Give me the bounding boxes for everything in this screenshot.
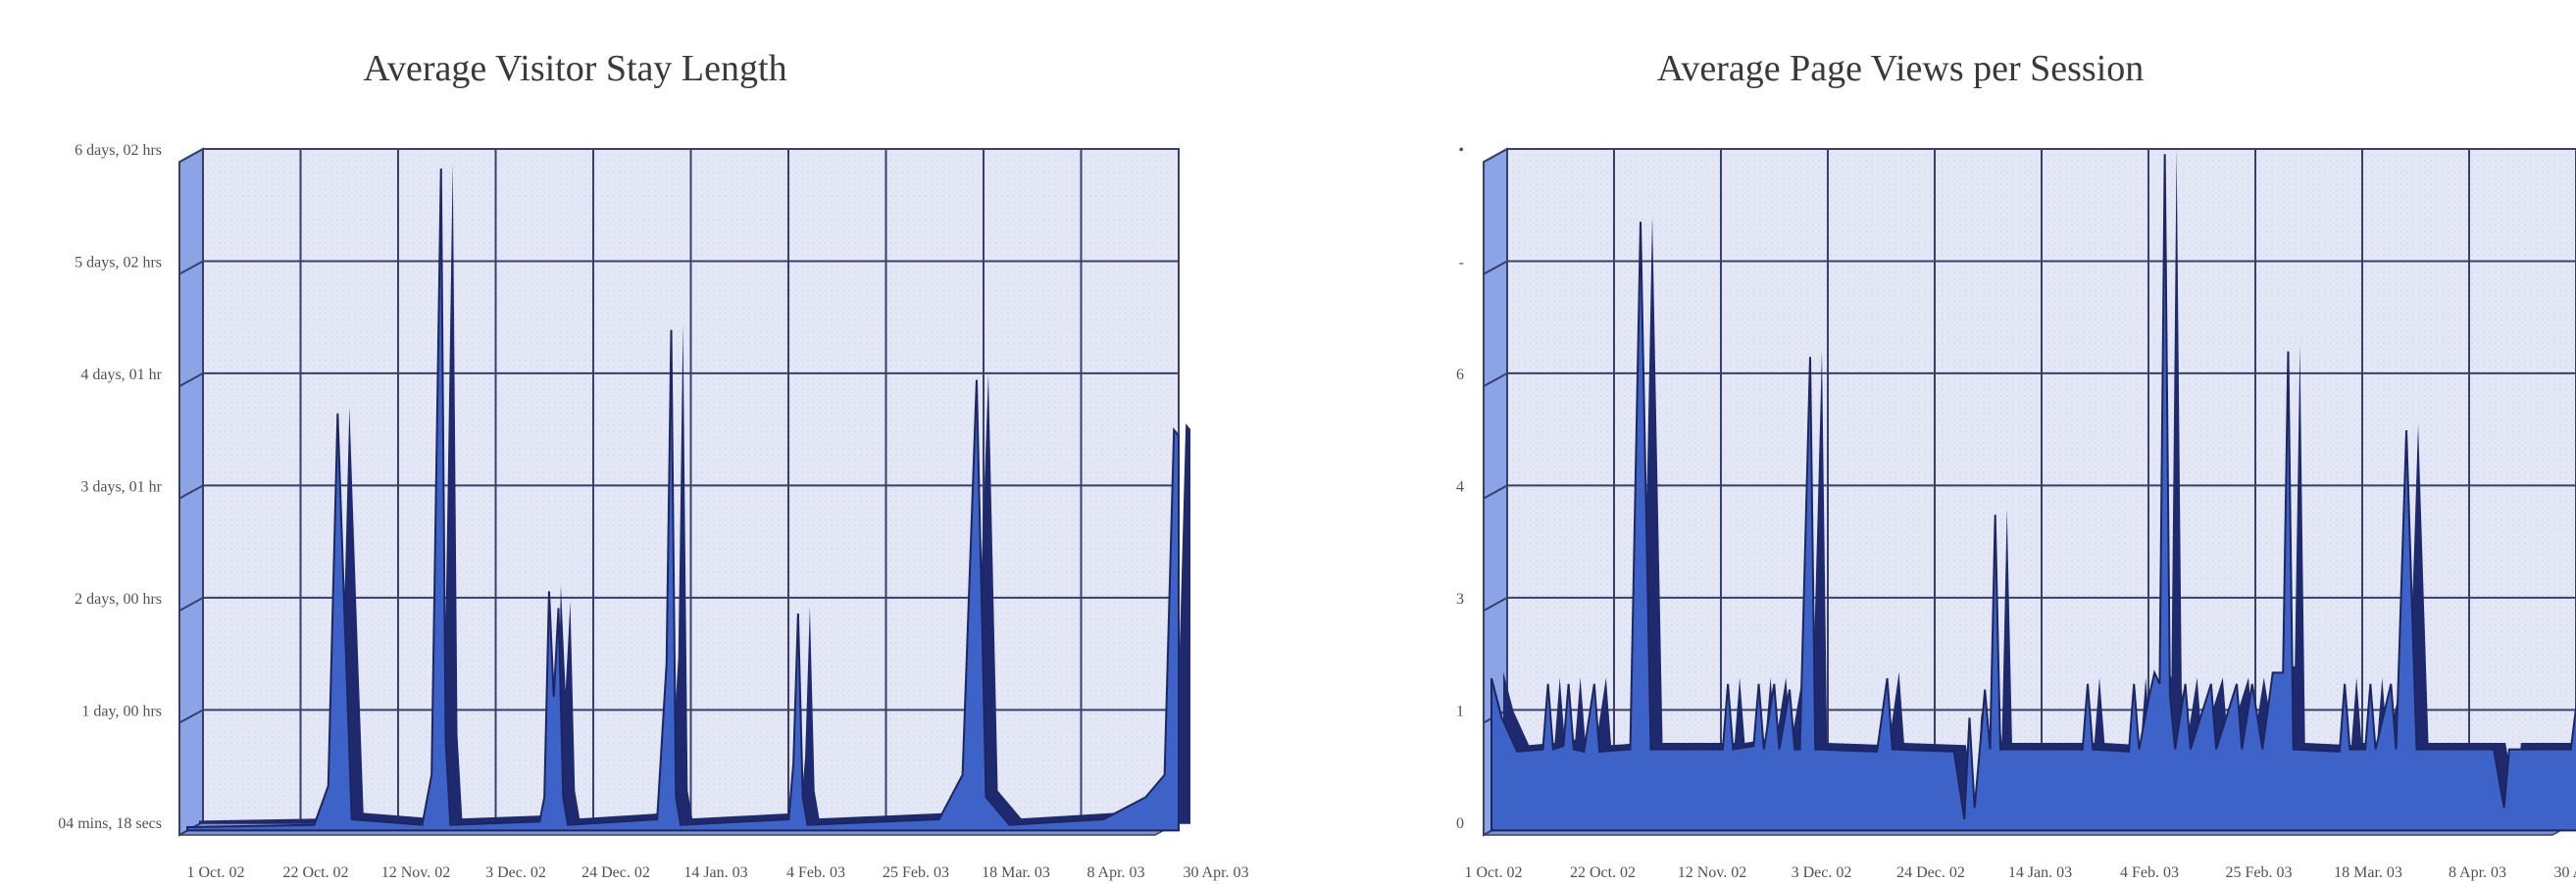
y-tick-label: • (1458, 142, 1464, 159)
x-tick-label: 12 Nov. 02 (381, 864, 451, 881)
gridline-side (1483, 372, 1508, 388)
gridline-side (178, 484, 204, 500)
x-tick-label: 3 Dec. 02 (1792, 864, 1852, 881)
x-tick-label: 1 Oct. 02 (186, 864, 244, 881)
stay-length-chart-panel: Average Visitor Stay Length 04 mins, 18 … (58, 48, 1248, 881)
x-tick-label: 24 Dec. 02 (1896, 864, 1965, 881)
y-tick-label: 3 (1456, 591, 1464, 608)
area-series (186, 169, 1180, 832)
y-tick-label: 04 mins, 18 secs (58, 815, 162, 832)
y-tick-label: 1 (1456, 704, 1464, 720)
x-tick-label: 14 Jan. 03 (683, 864, 747, 881)
page-views-chart-panel: Average Page Views per Session 0 1 3 4 6 - • 1 … (1288, 0, 2576, 884)
x-tick-label: 24 Dec. 02 (581, 864, 650, 881)
gridline-side (1483, 260, 1508, 275)
stay-length-chart: 04 mins, 18 secs 1 day, 00 hrs 2 days, 00 … (58, 142, 1248, 881)
y-tick-label: 4 days, 01 hr (80, 367, 162, 383)
gridline-side (178, 596, 204, 612)
y-tick-label: 0 (1456, 815, 1464, 832)
gridline-side (178, 260, 204, 275)
y-tick-label: - (1459, 255, 1464, 271)
gridline-side (178, 148, 204, 164)
x-tick-label: 3 Dec. 02 (485, 864, 546, 881)
x-tick-label: 14 Jan. 03 (2008, 864, 2072, 881)
gridline-side (1483, 148, 1508, 164)
y-tick-label: 4 (1456, 479, 1464, 496)
y-tick-label: 1 day, 00 hrs (81, 704, 162, 720)
x-tick-label: 4 Feb. 03 (786, 864, 845, 881)
gridline-side (1483, 484, 1508, 500)
area-series-depth (199, 162, 1190, 824)
y-tick-label: 5 days, 02 hrs (75, 255, 162, 271)
x-tick-label: 25 Feb. 03 (2226, 864, 2293, 881)
x-tick-label: 25 Feb. 03 (883, 864, 949, 881)
chart-title: Average Visitor Stay Length (363, 48, 787, 89)
x-tick-label: 22 Oct. 02 (1570, 864, 1636, 881)
gridline-side (178, 709, 204, 724)
x-tick-label: 4 Feb. 03 (2120, 864, 2179, 881)
x-tick-label: 8 Apr. 03 (1086, 864, 1144, 881)
y-tick-label: 2 days, 00 hrs (75, 591, 162, 608)
x-tick-label: 8 Apr. 03 (2449, 864, 2506, 881)
y-tick-label: 3 days, 01 hr (80, 479, 162, 496)
x-tick-label: 30 Apr. 03 (2553, 864, 2576, 881)
x-tick-label: 18 Mar. 03 (982, 864, 1050, 881)
x-tick-label: 12 Nov. 02 (1678, 864, 1747, 881)
x-tick-label: 18 Mar. 03 (2334, 864, 2402, 881)
chart-title: Average Page Views per Session (1656, 48, 2145, 89)
x-tick-label: 30 Apr. 03 (1183, 864, 1248, 881)
x-tick-label: 1 Oct. 02 (1464, 864, 1522, 881)
area-series (1490, 154, 2576, 832)
x-tick-label: 22 Oct. 02 (282, 864, 348, 881)
y-tick-label: 6 (1456, 367, 1464, 383)
gridline-side (1483, 596, 1508, 612)
page-views-chart: 0 1 3 4 6 - • 1 Oct. 02 22 Oct. 02 12 Nov. 02 3 De… (1456, 142, 2576, 881)
y-tick-label: 6 days, 02 hrs (75, 142, 162, 159)
gridline-side (178, 372, 204, 388)
